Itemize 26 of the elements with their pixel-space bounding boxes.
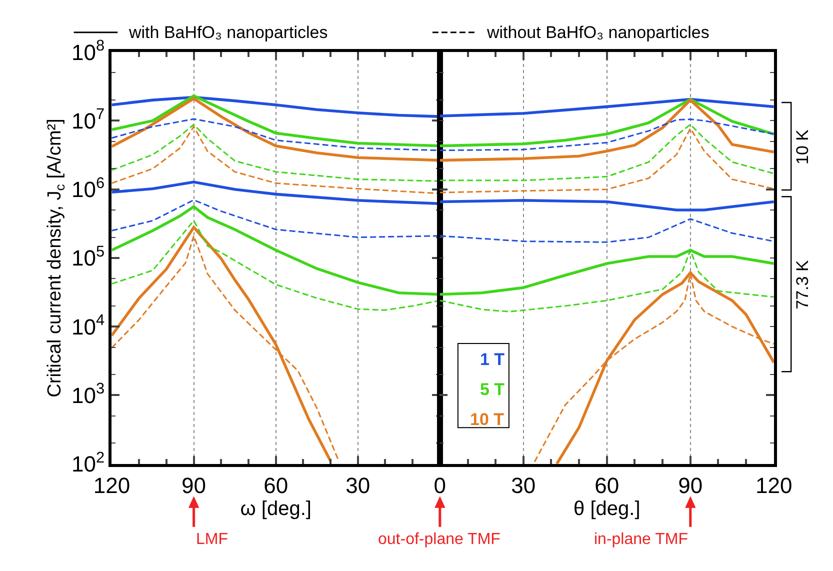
text: 77.3 K xyxy=(793,260,812,310)
x-tick-label: 60 xyxy=(264,473,288,498)
x-tick-label: 60 xyxy=(594,473,620,498)
annotation: 5 T xyxy=(480,380,506,399)
y-tick-label: 10$^{8}$ xyxy=(72,38,105,65)
text: in-plane TMF xyxy=(594,531,688,548)
x-tick-label: 90 xyxy=(678,473,703,498)
y-tick-label: 10$^{7}$ xyxy=(72,106,105,134)
x-tick-label: 0 xyxy=(434,473,446,498)
text: with BaHfO₃ nanoparticles xyxy=(128,23,328,42)
text: without BaHfO₃ nanoparticles xyxy=(486,23,710,42)
x-tick-label: 90 xyxy=(182,473,206,498)
y-tick-label: 10$^{5}$ xyxy=(72,243,105,271)
x-tick-label: 120 xyxy=(756,473,792,498)
x-tick-label: 30 xyxy=(346,473,370,498)
text: out-of-plane TMF xyxy=(378,531,501,548)
y-tick-label: 10$^{4}$ xyxy=(72,312,106,340)
x-axis-title: ω [deg.] xyxy=(240,498,312,520)
text: LMF xyxy=(196,531,228,548)
annotation: 10 T xyxy=(470,410,505,429)
text: 10 K xyxy=(793,128,812,164)
x-axis-title: θ [deg.] xyxy=(574,498,640,520)
x-tick-label: 30 xyxy=(511,473,536,498)
y-tick-label: 10$^{3}$ xyxy=(72,380,105,408)
y-tick-label: 10$^{6}$ xyxy=(72,174,105,202)
annotation: 1 T xyxy=(480,350,506,369)
